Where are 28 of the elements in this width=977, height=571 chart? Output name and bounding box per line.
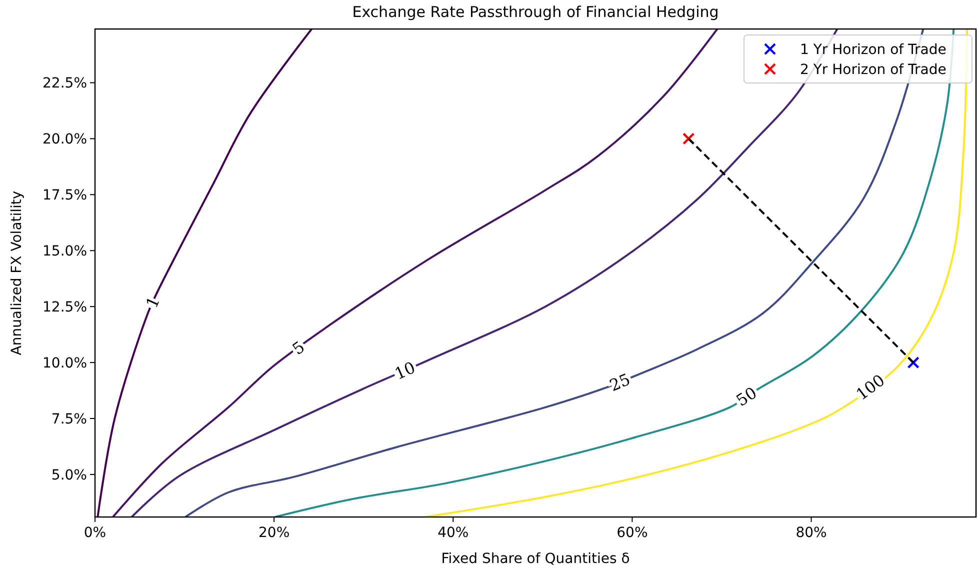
y-tick-label: 7.5% xyxy=(51,411,87,428)
y-tick-label: 17.5% xyxy=(42,188,87,204)
y-axis-title: Annualized FX Volatility xyxy=(9,190,25,356)
x-tick-label: 80% xyxy=(796,525,827,541)
y-tick-label: 10.0% xyxy=(42,355,87,372)
chart-title: Exchange Rate Passthrough of Financial Hedging xyxy=(352,3,719,21)
legend-label: 1 Yr Horizon of Trade xyxy=(800,42,946,58)
line-series xyxy=(112,29,718,517)
x-axis-title: Fixed Share of Quantities δ xyxy=(441,551,630,567)
text: 100 xyxy=(852,370,888,404)
line-series xyxy=(96,29,313,517)
x-tick-label: 40% xyxy=(438,525,469,541)
x-tick-label: 0% xyxy=(84,525,106,541)
text: 1 xyxy=(142,294,164,311)
y-tick-label: 20.0% xyxy=(42,132,87,148)
text: 5 xyxy=(288,337,308,359)
text: 50 xyxy=(732,383,760,410)
y-tick-label: 15.0% xyxy=(42,244,87,260)
x-tick-label: 20% xyxy=(258,525,290,541)
line-series xyxy=(424,29,968,517)
x-tick-label: 60% xyxy=(616,525,648,541)
y-tick-label: 12.5% xyxy=(42,299,87,316)
y-tick-label: 5.0% xyxy=(51,467,87,484)
legend-label: 2 Yr Horizon of Trade xyxy=(800,62,946,78)
text: 25 xyxy=(606,370,633,396)
line-series xyxy=(274,29,955,517)
y-tick-label: 22.5% xyxy=(42,76,87,92)
text: 10 xyxy=(392,358,418,384)
